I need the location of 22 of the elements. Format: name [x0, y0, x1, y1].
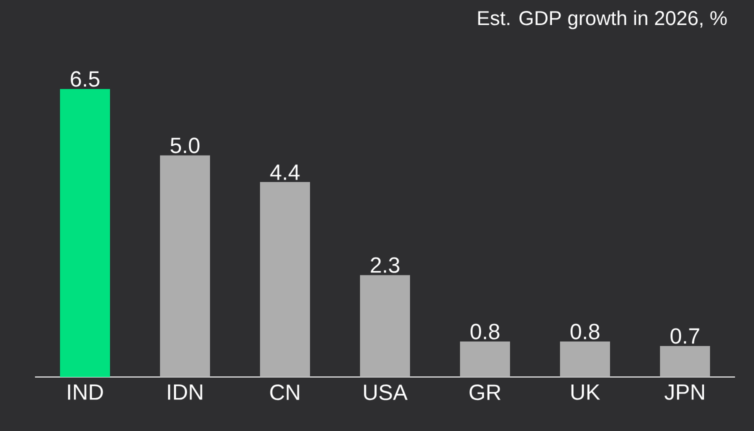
bar: [460, 342, 510, 377]
bar: [560, 342, 610, 377]
data-label: 6.5: [70, 71, 100, 87]
data-label: 2.3: [370, 257, 400, 273]
data-label: 0.8: [470, 324, 500, 340]
x-tick-label: JPN: [664, 384, 704, 400]
data-label: 0.7: [670, 328, 700, 344]
bar: [360, 275, 410, 377]
x-tick-label: UK: [571, 384, 600, 400]
bar: [60, 88, 110, 377]
x-tick-label: USA: [364, 384, 408, 400]
x-tick-label: GR: [470, 384, 500, 400]
bar: [160, 155, 210, 377]
x-tick-label: IND: [68, 384, 103, 400]
bar: [260, 182, 310, 377]
data-label: 4.4: [270, 164, 300, 180]
x-tick-label: IDN: [168, 384, 202, 400]
x-tick-label: CN: [270, 384, 300, 400]
chart-title: Est. GDP growth in 2026, %: [478, 10, 727, 30]
data-label: 0.8: [570, 324, 600, 340]
data-label: 5.0: [170, 138, 200, 154]
bar: [660, 346, 710, 377]
